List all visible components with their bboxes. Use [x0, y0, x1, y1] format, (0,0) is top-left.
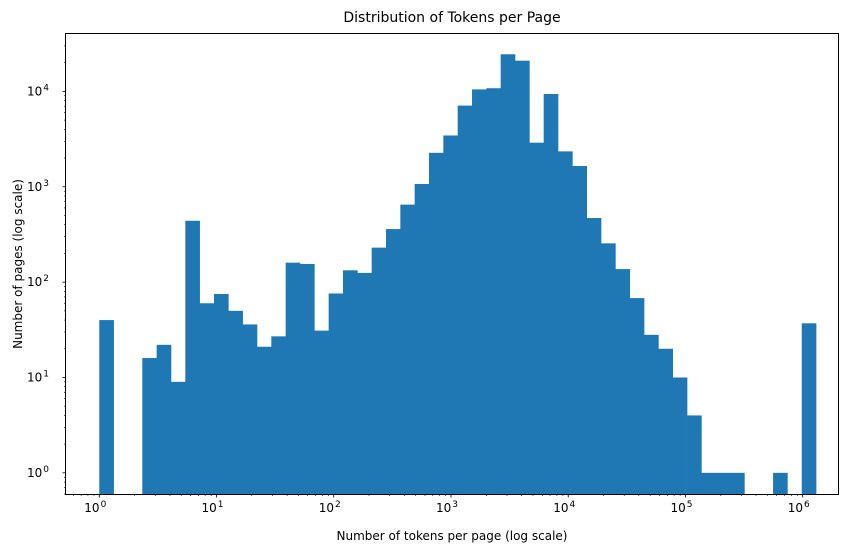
histogram-bar: [199, 303, 215, 494]
histogram-bar: [256, 346, 272, 494]
histogram-bar: [529, 142, 544, 494]
histogram-bar: [586, 218, 602, 495]
histogram-bar: [457, 105, 473, 494]
x-axis-label: Number of tokens per page (log scale): [337, 529, 568, 543]
histogram-bar: [500, 54, 516, 495]
x-tick-label: 101: [202, 500, 224, 515]
histogram-bar: [400, 204, 415, 495]
histogram-bar: [228, 310, 243, 494]
y-tick-label: 100: [27, 465, 49, 480]
y-axis: 100 101 102 103 104: [27, 45, 66, 495]
y-tick-label: 103: [27, 179, 49, 194]
histogram-bar: [543, 93, 559, 494]
x-tick-label: 103: [436, 500, 458, 515]
histogram-bar: [472, 89, 487, 494]
x-tick-label: 102: [319, 500, 341, 515]
plot-frame: [65, 33, 839, 495]
histogram-bar: [299, 263, 315, 494]
histogram-bar: [558, 151, 573, 494]
y-tick-label: 104: [27, 83, 49, 98]
histogram-bar: [486, 88, 501, 494]
histogram-bar: [314, 330, 329, 494]
chart-title: Distribution of Tokens per Page: [343, 10, 560, 26]
histogram-bar: [371, 247, 387, 494]
histogram-bar: [658, 348, 674, 494]
y-axis-label: Number of pages (log scale): [11, 179, 25, 349]
x-axis: 100 101 102 103 104 105 106: [72, 494, 810, 515]
histogram-bar: [170, 381, 186, 494]
x-tick-label: 104: [553, 500, 575, 515]
histogram-bar: [443, 135, 458, 495]
histogram-bar: [773, 472, 788, 494]
histogram-bar: [271, 336, 286, 494]
histogram-bar: [99, 320, 114, 494]
histogram-bar: [572, 166, 587, 494]
histogram-bar: [672, 377, 688, 494]
histogram-bar: [429, 152, 444, 494]
histogram-bar: [343, 270, 358, 494]
histogram-bar: [730, 472, 745, 494]
histogram-bar: [701, 472, 717, 494]
histogram-bar: [213, 294, 229, 494]
histogram-bar: [644, 334, 659, 494]
y-tick-label: 102: [27, 274, 49, 289]
histogram-bar: [242, 324, 258, 494]
histogram-bar: [357, 272, 372, 494]
histogram-bar: [386, 229, 401, 494]
histogram-bar: [629, 298, 645, 494]
x-tick-label: 106: [788, 500, 810, 515]
histogram-bar: [515, 60, 530, 494]
histogram-bar: [801, 323, 817, 494]
histogram-bar: [328, 293, 344, 494]
histogram-bar: [156, 344, 172, 494]
bars-group: [99, 54, 817, 495]
y-tick-label: 101: [27, 369, 49, 384]
histogram-bar: [715, 472, 731, 494]
x-tick-label: 105: [670, 500, 692, 515]
histogram-bar: [687, 415, 702, 494]
histogram-bar: [185, 220, 200, 494]
histogram-bar: [414, 183, 430, 494]
histogram-bar: [601, 243, 616, 494]
histogram-bar: [615, 269, 631, 494]
histogram-bar: [285, 262, 301, 494]
x-tick-label: 100: [84, 500, 106, 515]
histogram-bar: [142, 358, 157, 494]
